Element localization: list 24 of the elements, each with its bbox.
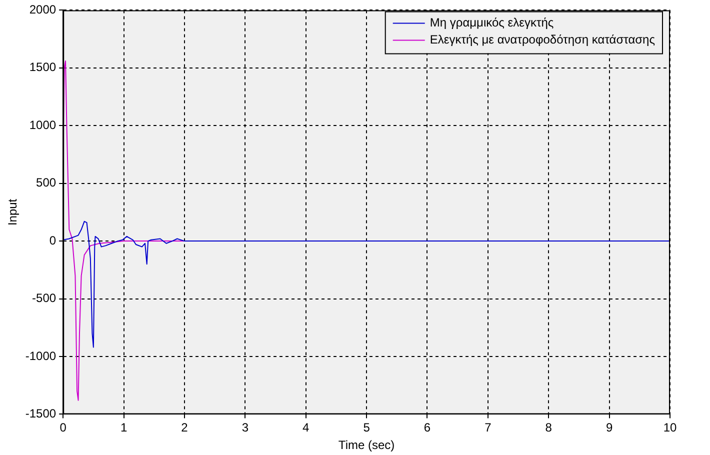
x-axis-title: Time (sec) (338, 438, 395, 452)
y-tick-label: 1500 (29, 60, 56, 74)
x-tick-label: 2 (181, 420, 188, 435)
y-tick-label: -500 (32, 291, 56, 306)
x-tick-label: 5 (363, 420, 370, 435)
y-tick-label: 500 (36, 176, 56, 190)
y-tick-label: -1000 (25, 348, 56, 363)
y-tick-label: 0 (49, 233, 56, 248)
y-axis-title: Input (6, 198, 20, 226)
x-tick-label: 6 (424, 420, 431, 435)
x-tick-label: 0 (60, 420, 67, 435)
x-tick-label: 7 (484, 420, 492, 435)
x-tick-label: 9 (606, 420, 613, 435)
x-tick-label: 10 (663, 420, 677, 435)
x-tick-label: 1 (120, 420, 128, 435)
line-series (63, 220, 670, 348)
legend-label: Ελεγκτής με ανατροφοδότηση κατάστασης (430, 32, 656, 47)
x-tick-label: 3 (242, 420, 249, 435)
y-tick-label: 1000 (29, 118, 56, 132)
y-tick-label: -1500 (25, 406, 56, 421)
y-tick-label: 2000 (29, 2, 56, 17)
x-tick-label: 8 (545, 420, 552, 435)
x-tick-label: 4 (302, 420, 310, 435)
legend-label: Μη γραμμικός ελεγκτής (430, 16, 554, 30)
